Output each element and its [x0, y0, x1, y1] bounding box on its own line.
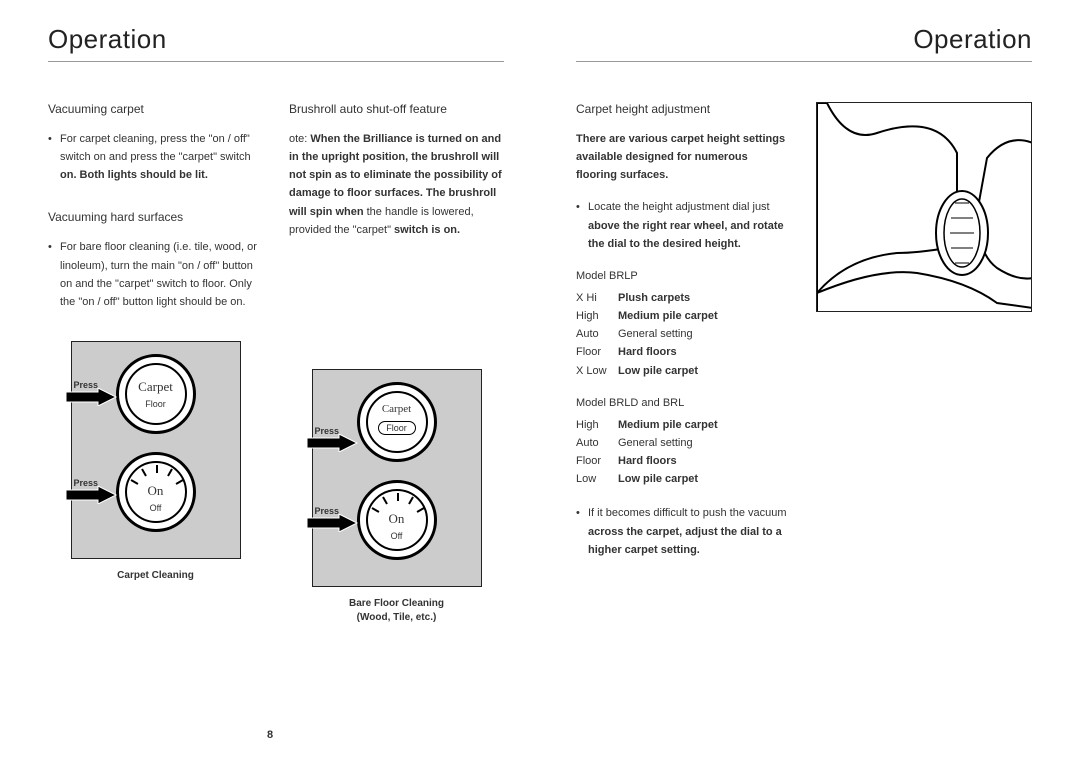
caption-carpet-cleaning: Carpet Cleaning — [48, 569, 263, 583]
dial-label-floor: Floor — [119, 399, 193, 409]
heading-height-adj: Carpet height adjustment — [576, 102, 790, 116]
bullet-tail: • If it becomes difficult to push the va… — [576, 504, 790, 558]
model-brlp-head: Model BRLP — [576, 267, 790, 285]
dial-label-carpet: Carpet — [360, 403, 434, 415]
settings-value: General setting — [618, 434, 790, 452]
dial-label-carpet: Carpet — [119, 379, 193, 395]
dial-label-off: Off — [119, 503, 193, 513]
arrow-icon — [305, 434, 359, 452]
settings-row: HighMedium pile carpet — [576, 416, 790, 434]
light-rays-icon — [372, 495, 422, 545]
light-rays-icon — [131, 467, 181, 517]
page-title-right: Operation — [576, 24, 1032, 62]
caption-bare-floor: Bare Floor Cleaning (Wood, Tile, etc.) — [289, 597, 504, 625]
hard-text: For bare floor cleaning (i.e. tile, wood… — [60, 238, 263, 311]
carpet-text-bold: on. Both lights should be lit. — [60, 169, 208, 181]
settings-row: LowLow pile carpet — [576, 470, 790, 488]
settings-value: Medium pile carpet — [618, 416, 790, 434]
settings-key: High — [576, 307, 618, 325]
left-col-1: Vacuuming carpet • For carpet cleaning, … — [48, 102, 263, 625]
dial-carpet-floor: Carpet Floor — [116, 354, 196, 434]
settings-row: X LowLow pile carpet — [576, 362, 790, 380]
right-image-column — [816, 102, 1032, 573]
settings-key: X Hi — [576, 289, 618, 307]
arrow-icon — [64, 388, 118, 406]
settings-value: Medium pile carpet — [618, 307, 790, 325]
left-columns: Vacuuming carpet • For carpet cleaning, … — [48, 102, 504, 625]
settings-value: General setting — [618, 325, 790, 343]
dial-on-off: On Off — [357, 480, 437, 560]
settings-key: X Low — [576, 362, 618, 380]
settings-row: AutoGeneral setting — [576, 434, 790, 452]
bullet-carpet: • For carpet cleaning, press the "on / o… — [48, 130, 263, 184]
dial-label-on: On — [119, 483, 193, 499]
settings-row: HighMedium pile carpet — [576, 307, 790, 325]
settings-row: FloorHard floors — [576, 343, 790, 361]
settings-row: AutoGeneral setting — [576, 325, 790, 343]
settings-row: FloorHard floors — [576, 452, 790, 470]
right-layout: Carpet height adjustment There are vario… — [576, 102, 1032, 573]
settings-key: Floor — [576, 343, 618, 361]
heading-vacuum-carpet: Vacuuming carpet — [48, 102, 263, 116]
hand-dial-illustration — [816, 102, 1032, 312]
intro-text: There are various carpet height settings… — [576, 130, 790, 184]
dial-label-on: On — [360, 511, 434, 527]
brushroll-text: ote: When the Brilliance is turned on an… — [289, 130, 504, 239]
brld-settings-table: HighMedium pile carpetAutoGeneral settin… — [576, 416, 790, 489]
page-title-left: Operation — [48, 24, 504, 62]
arrow-icon — [305, 514, 359, 532]
left-page: Operation Vacuuming carpet • For carpet … — [0, 0, 540, 765]
dial-label-off: Off — [360, 531, 434, 541]
heading-brushroll: Brushroll auto shut-off feature — [289, 102, 504, 116]
heading-vacuum-hard: Vacuuming hard surfaces — [48, 210, 263, 224]
settings-key: Floor — [576, 452, 618, 470]
carpet-text: For carpet cleaning, press the "on / off… — [60, 133, 251, 163]
settings-key: Auto — [576, 434, 618, 452]
settings-value: Plush carpets — [618, 289, 790, 307]
left-col-2: Brushroll auto shut-off feature ote: Whe… — [289, 102, 504, 625]
right-text-column: Carpet height adjustment There are vario… — [576, 102, 790, 573]
settings-value: Low pile carpet — [618, 362, 790, 380]
bullet-locate: • Locate the height adjustment dial just… — [576, 198, 790, 252]
dial-label-floor-selected: Floor — [378, 421, 416, 435]
settings-value: Hard floors — [618, 452, 790, 470]
model-brld-head: Model BRLD and BRL — [576, 394, 790, 412]
settings-key: Low — [576, 470, 618, 488]
dial-on-off: On Off — [116, 452, 196, 532]
figure-carpet-cleaning: Carpet Floor On Off Press Press — [71, 341, 241, 559]
bullet-hard: • For bare floor cleaning (i.e. tile, wo… — [48, 238, 263, 311]
settings-key: Auto — [576, 325, 618, 343]
brlp-settings-table: X HiPlush carpetsHighMedium pile carpetA… — [576, 289, 790, 380]
page-number: 8 — [267, 729, 273, 741]
settings-key: High — [576, 416, 618, 434]
dial-carpet-floor: Carpet Floor — [357, 382, 437, 462]
settings-row: X HiPlush carpets — [576, 289, 790, 307]
right-page: Operation Carpet height adjustment There… — [540, 0, 1080, 765]
figure-bare-floor: Carpet Floor On Off Press Press — [312, 369, 482, 587]
settings-value: Hard floors — [618, 343, 790, 361]
settings-value: Low pile carpet — [618, 470, 790, 488]
arrow-icon — [64, 486, 118, 504]
page-spread: Operation Vacuuming carpet • For carpet … — [0, 0, 1080, 765]
